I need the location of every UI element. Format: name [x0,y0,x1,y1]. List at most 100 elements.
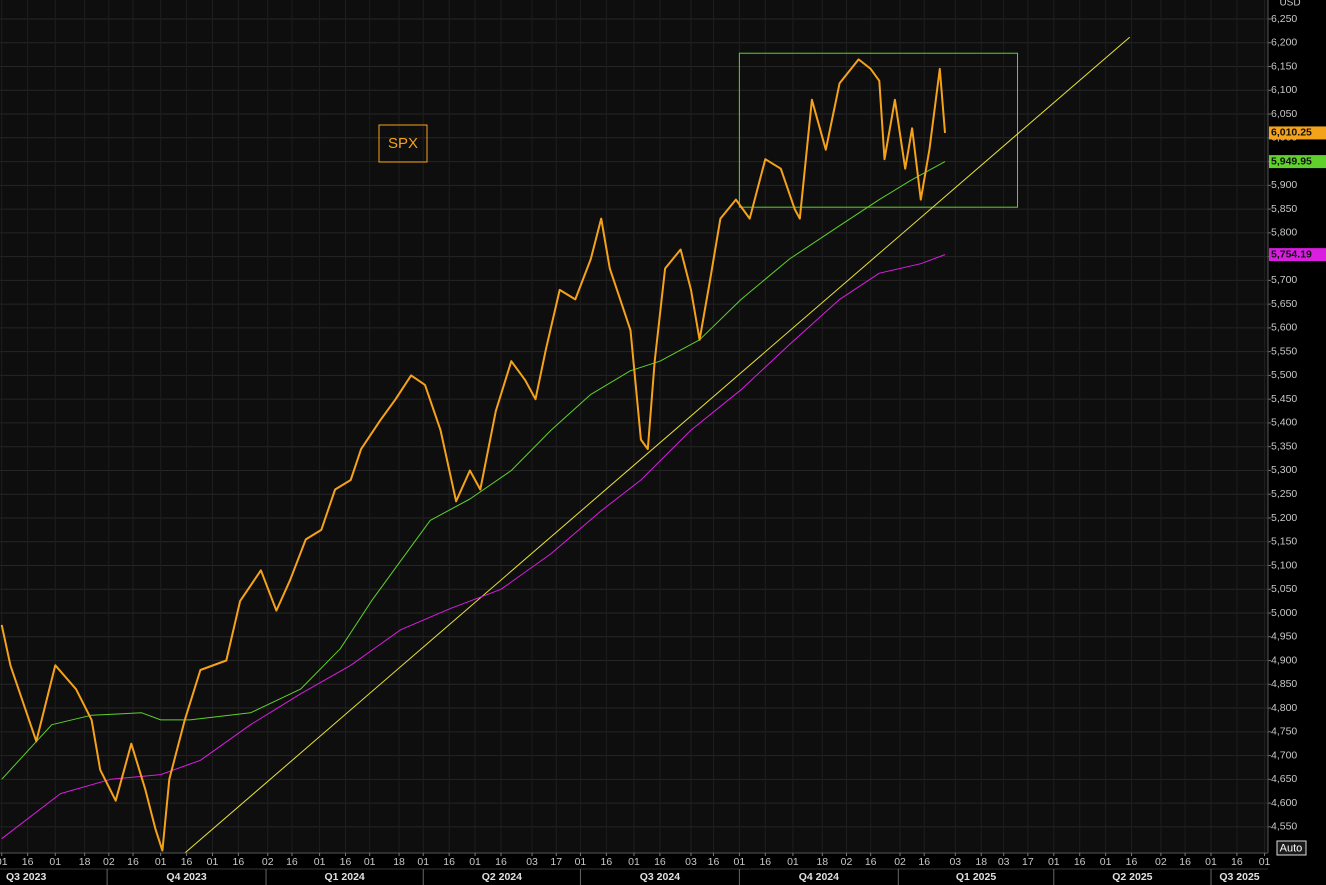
y-tick-label: 5,550 [1271,345,1297,357]
x-tick-label: 01 [1100,856,1112,868]
y-tick-label: 4,700 [1271,749,1297,761]
x-tick-label: 16 [22,856,34,868]
y-tick-label: 4,750 [1271,726,1297,738]
x-tick-label: 01 [1048,856,1060,868]
x-tick-label: 01 [207,856,219,868]
y-tick-label: 5,850 [1271,203,1297,215]
x-tick-label: 16 [495,856,507,868]
y-tick-label: 5,500 [1271,369,1297,381]
x-tick-label: 03 [998,856,1010,868]
series-line [1,161,946,780]
last-value-label: 5,949.95 [1271,155,1312,167]
y-tick-label: 4,850 [1271,678,1297,690]
series-line [1,254,946,840]
title-box [378,124,428,163]
chart-title: SPX [388,135,418,152]
quarter-label: Q3 2023 [6,871,46,883]
y-tick-label: 5,150 [1271,536,1297,548]
quarter-label: Q1 2025 [956,871,996,883]
y-tick-label: 6,200 [1271,37,1297,49]
auto-button-label[interactable]: Auto [1280,842,1303,854]
quarter-label: Q4 2024 [799,871,839,883]
x-tick-label: 01 [49,856,61,868]
y-tick-label: 5,250 [1271,488,1297,500]
x-tick-label: 01 [1205,856,1217,868]
x-tick-label: 03 [685,856,697,868]
x-tick-label: 02 [894,856,906,868]
quarter-label: Q3 2025 [1219,871,1259,883]
quarter-label: Q4 2023 [166,871,206,883]
last-value-tag [1269,155,1326,169]
x-tick-label: 16 [181,856,193,868]
x-tick-label: 01 [787,856,799,868]
x-tick-label: 01 [469,856,481,868]
x-tick-label: 18 [79,856,91,868]
y-tick-label: 4,950 [1271,631,1297,643]
last-value-tag [1269,248,1326,262]
y-tick-label: 5,800 [1271,227,1297,239]
x-tick-label: 18 [975,856,987,868]
y-tick-label: 6,150 [1271,60,1297,72]
y-tick-label: 5,050 [1271,583,1297,595]
x-tick-label: 03 [949,856,961,868]
y-tick-label: 4,800 [1271,702,1297,714]
x-tick-label: 16 [865,856,877,868]
grid [0,0,1268,853]
x-tick-label: 16 [1231,856,1243,868]
x-tick-label: 16 [443,856,455,868]
trend-line [184,36,1131,853]
quarter-label: Q3 2024 [640,871,680,883]
x-tick-label: 16 [708,856,720,868]
x-tick-label: 16 [1126,856,1138,868]
x-tick-label: 01 [417,856,429,868]
x-tick-label: 03 [526,856,538,868]
x-tick-label: 16 [127,856,139,868]
auto-button[interactable] [1276,840,1307,856]
x-tick-label: 17 [550,856,562,868]
y-tick-label: 6,050 [1271,108,1297,120]
x-tick-label: 18 [393,856,405,868]
x-tick-label: 18 [816,856,828,868]
x-tick-label: 01 [1259,856,1271,868]
plot [0,36,1131,853]
y-tick-label: 5,000 [1271,607,1297,619]
x-tick-label: 16 [1074,856,1086,868]
x-tick-label: 16 [233,856,245,868]
x-tick-label: 16 [286,856,298,868]
y-tick-label: 6,100 [1271,84,1297,96]
x-tick-label: 01 [628,856,640,868]
y-tick-label: 6,250 [1271,13,1297,25]
last-value-label: 6,010.25 [1271,127,1312,139]
range-box [738,52,1019,208]
y-tick-label: 5,650 [1271,298,1297,310]
x-tick-label: 16 [654,856,666,868]
y-axis-label: USD [1279,0,1300,9]
quarter-label: Q2 2024 [482,871,522,883]
last-value-tag [1269,126,1326,140]
y-tick-label: 5,400 [1271,417,1297,429]
quarter-label: Q1 2024 [324,871,364,883]
x-tick-label: 01 [155,856,167,868]
y-tick-label: 5,100 [1271,559,1297,571]
quarter-label: Q2 2025 [1112,871,1152,883]
x-tick-label: 16 [759,856,771,868]
x-tick-label: 02 [262,856,274,868]
x-tick-label: 01 [364,856,376,868]
x-tick-label: 02 [1155,856,1167,868]
y-tick-label: 5,700 [1271,274,1297,286]
x-tick-label: 01 [575,856,587,868]
y-tick-label: 5,350 [1271,440,1297,452]
x-tick-label: 16 [918,856,930,868]
y-tick-label: 4,900 [1271,654,1297,666]
x-tick-label: 17 [1022,856,1034,868]
x-tick-label: 16 [1179,856,1191,868]
y-tick-label: 4,600 [1271,797,1297,809]
x-tick-label: 01 [734,856,746,868]
y-tick-label: 5,200 [1271,512,1297,524]
y-tick-label: 5,900 [1271,179,1297,191]
y-tick-label: 5,300 [1271,464,1297,476]
